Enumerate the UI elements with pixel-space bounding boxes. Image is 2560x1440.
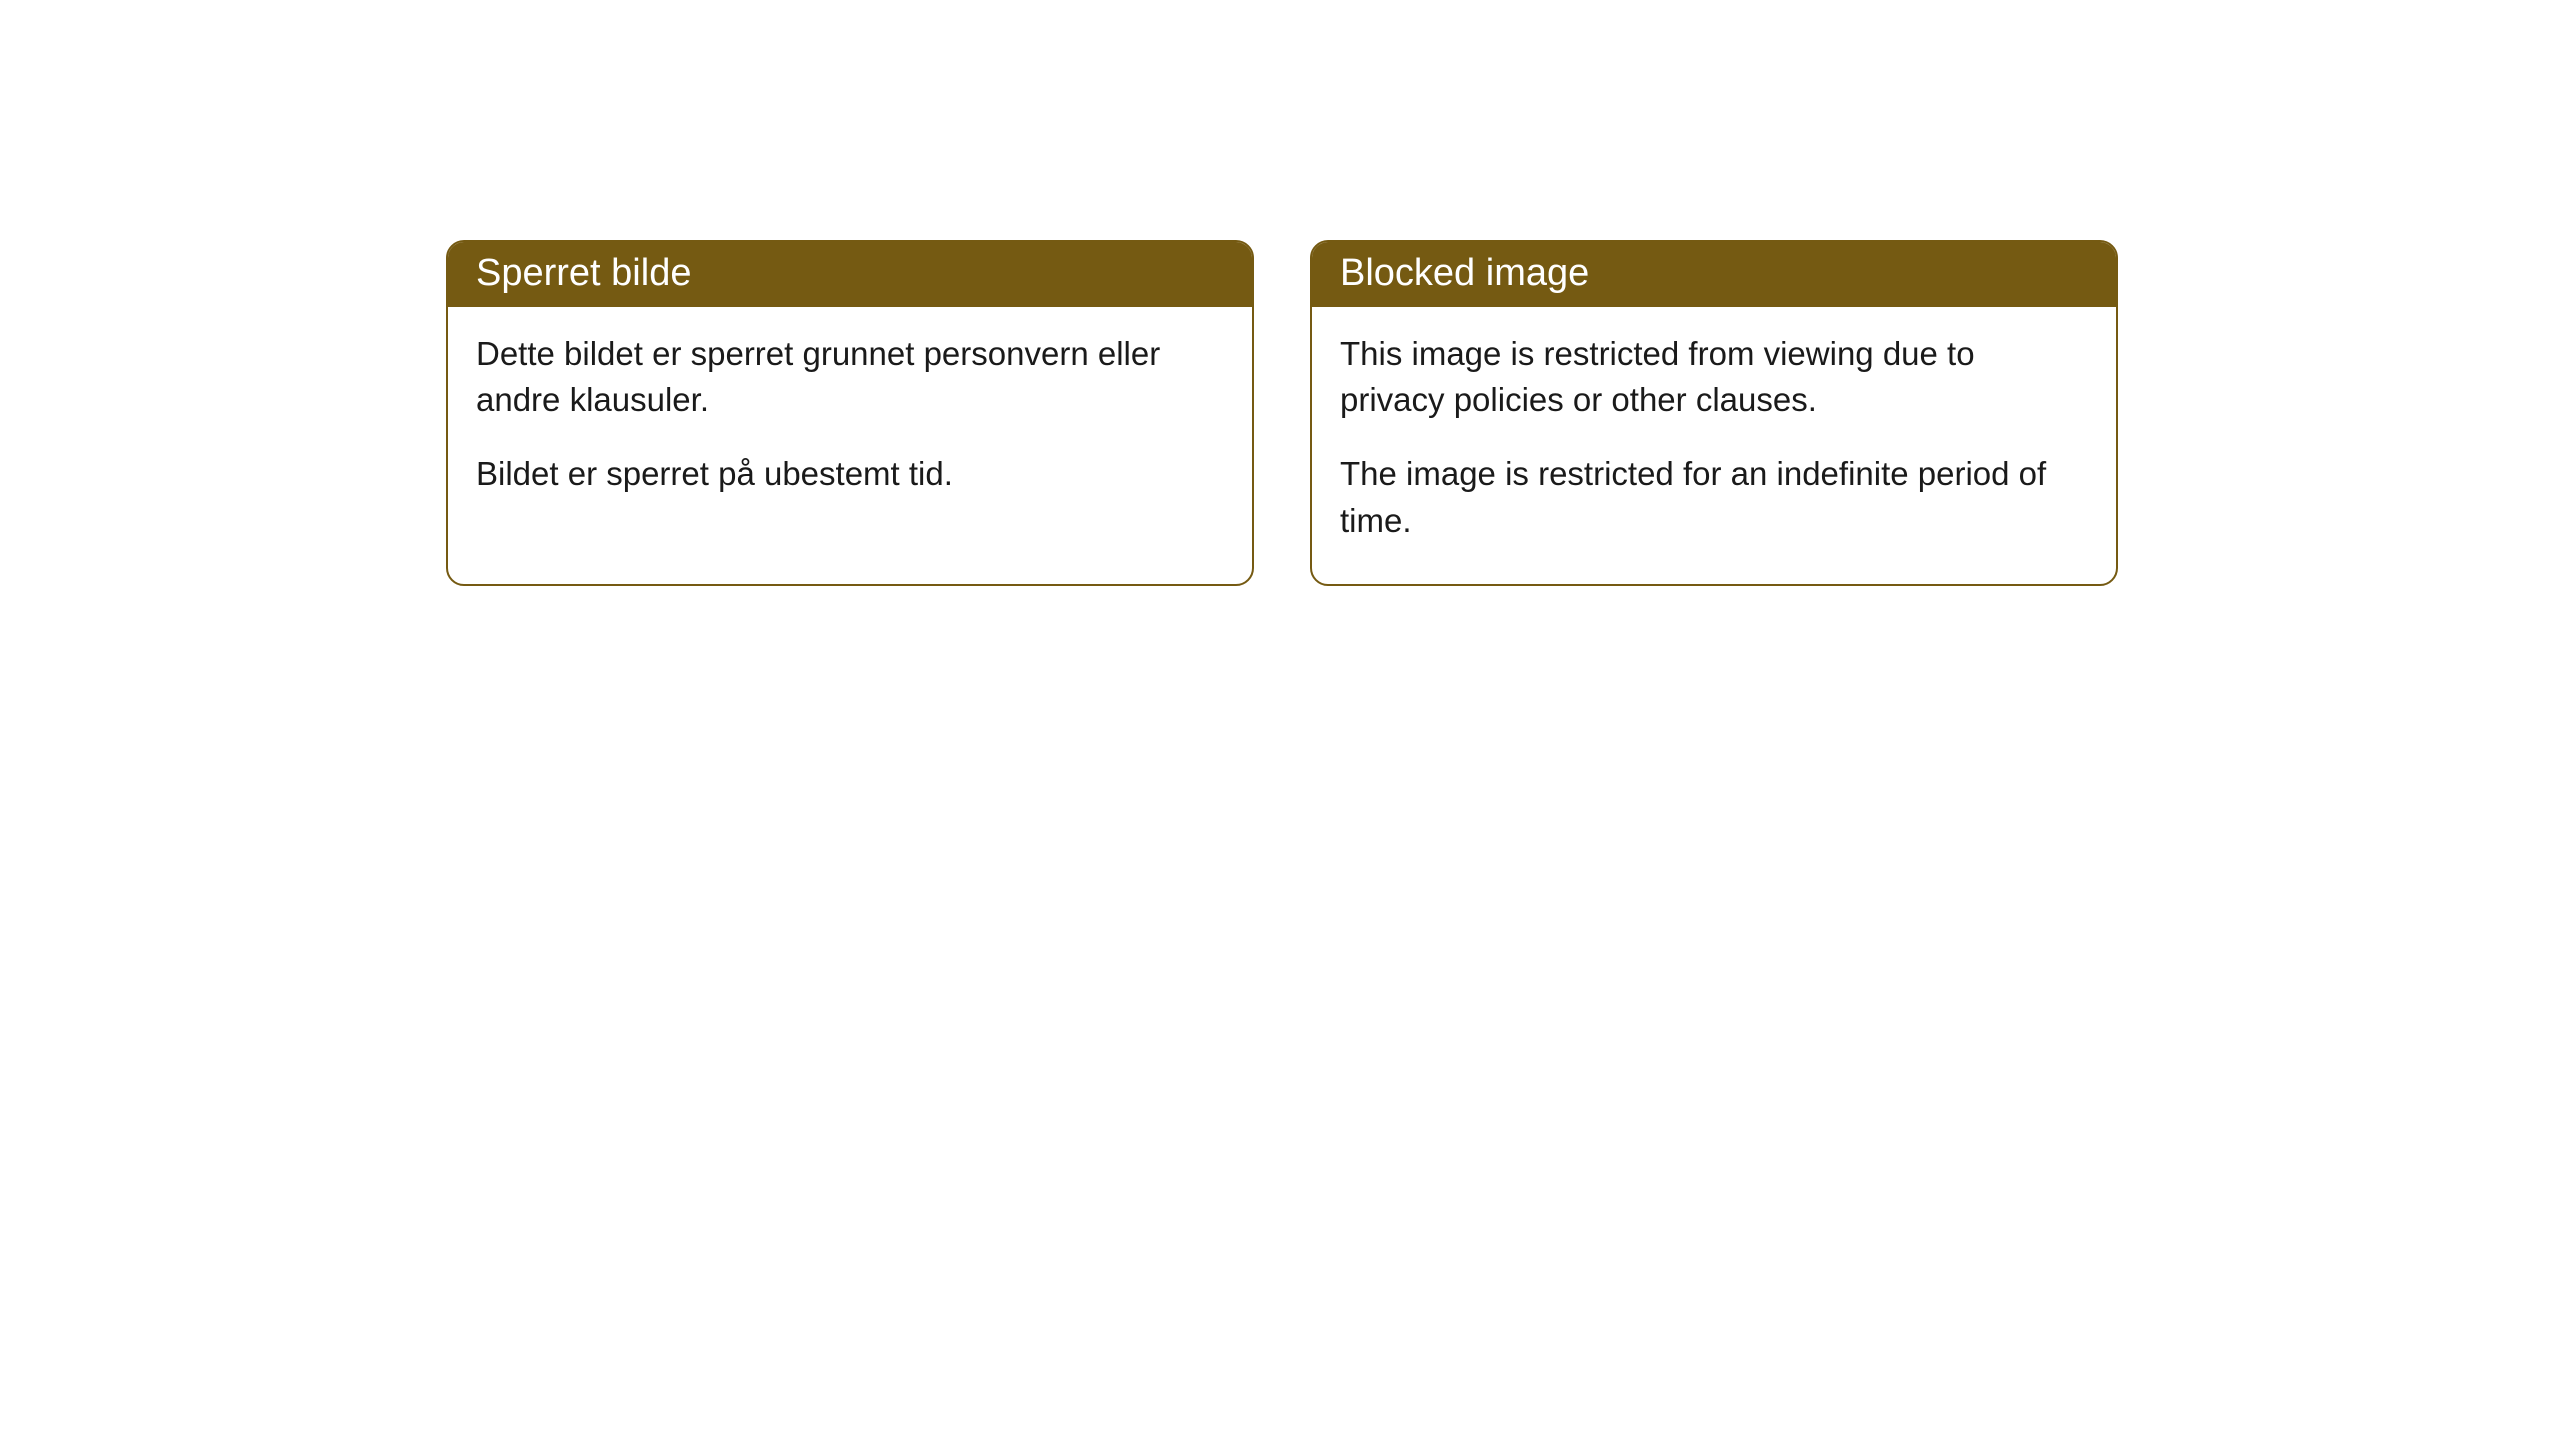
card-body: Dette bildet er sperret grunnet personve… xyxy=(448,307,1252,538)
card-body: This image is restricted from viewing du… xyxy=(1312,307,2116,584)
blocked-image-card-english: Blocked image This image is restricted f… xyxy=(1310,240,2118,586)
card-paragraph: Bildet er sperret på ubestemt tid. xyxy=(476,451,1224,497)
cards-container: Sperret bilde Dette bildet er sperret gr… xyxy=(446,240,2118,586)
card-paragraph: Dette bildet er sperret grunnet personve… xyxy=(476,331,1224,423)
card-paragraph: This image is restricted from viewing du… xyxy=(1340,331,2088,423)
card-header: Sperret bilde xyxy=(448,242,1252,307)
blocked-image-card-norwegian: Sperret bilde Dette bildet er sperret gr… xyxy=(446,240,1254,586)
card-paragraph: The image is restricted for an indefinit… xyxy=(1340,451,2088,543)
card-header: Blocked image xyxy=(1312,242,2116,307)
